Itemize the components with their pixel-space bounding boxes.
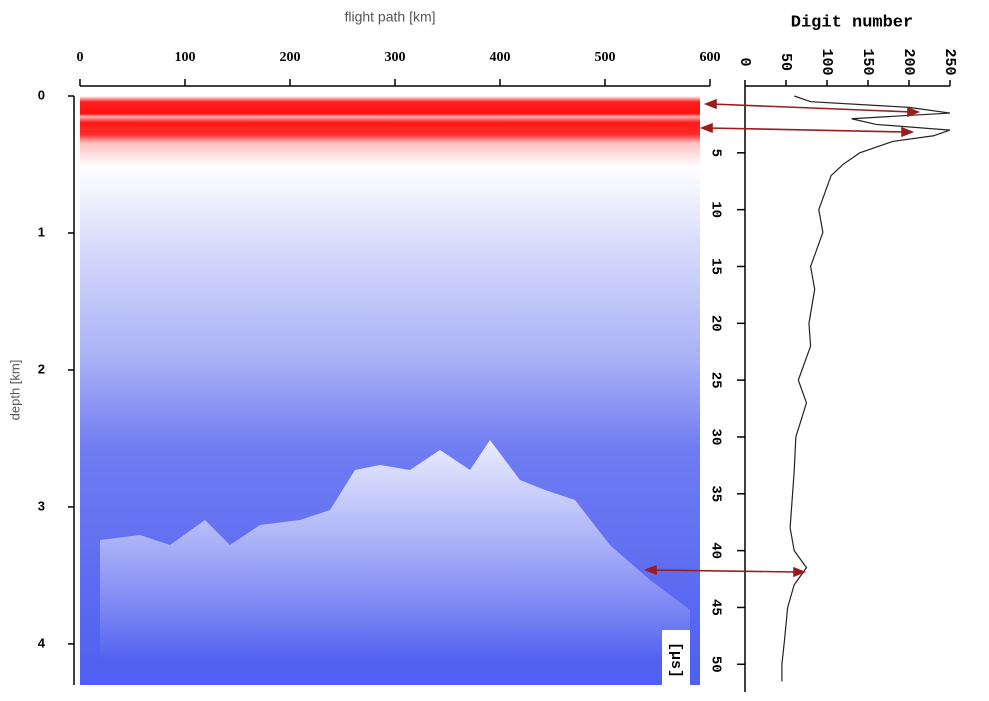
y-axis-label: [µs] — [667, 642, 684, 678]
x-tick-label: 250 — [941, 48, 958, 75]
y-tick-label: 25 — [707, 372, 723, 389]
x-tick-label: 0 — [77, 50, 84, 65]
x-tick-label: 200 — [280, 50, 301, 65]
label-box — [662, 630, 690, 692]
radargram: flight path [km]depth [km]0 100 200 300 400 5… — [7, 9, 721, 685]
x-axis-label: flight path [km] — [344, 9, 435, 25]
y-tick-label: 30 — [707, 429, 723, 446]
y-axis-label: depth [km] — [7, 360, 22, 421]
x-tick-label: 400 — [490, 50, 511, 65]
x-tick-label: 100 — [818, 48, 835, 75]
chart-title: Digit number — [791, 13, 913, 32]
x-tick-label: 200 — [900, 48, 917, 75]
y-tick-label: 35 — [707, 485, 723, 502]
y-tick-label: 3 — [38, 498, 45, 513]
profile-line — [781, 95, 951, 682]
arrows — [643, 98, 921, 578]
bedrock-echo — [100, 440, 690, 660]
x-tick-label: 600 — [700, 50, 721, 65]
y-tick-label: 5 — [707, 149, 723, 157]
x-tick-label: 100 — [175, 50, 196, 65]
y-tick-label: 10 — [707, 201, 723, 218]
profile: Digit number 0 50 100 150 200 250 5 10 15 20 25 30 35… — [662, 13, 958, 692]
y-tick-label: 0 — [38, 87, 45, 102]
x-tick-label: 300 — [385, 50, 406, 65]
x-tick-label: 500 — [595, 50, 616, 65]
y-tick-label: 50 — [707, 656, 723, 673]
y-tick-label: 20 — [707, 315, 723, 332]
y-tick-label: 15 — [707, 258, 723, 275]
y-tick-label: 40 — [707, 542, 723, 559]
x-tick-label: 150 — [859, 48, 876, 75]
y-tick-label: 2 — [38, 361, 45, 376]
y-tick-label: 1 — [38, 224, 45, 239]
x-tick-label: 50 — [777, 53, 794, 71]
x-tick-label: 0 — [736, 57, 753, 66]
y-tick-label: 4 — [38, 635, 46, 650]
y-tick-label: 45 — [707, 599, 723, 616]
